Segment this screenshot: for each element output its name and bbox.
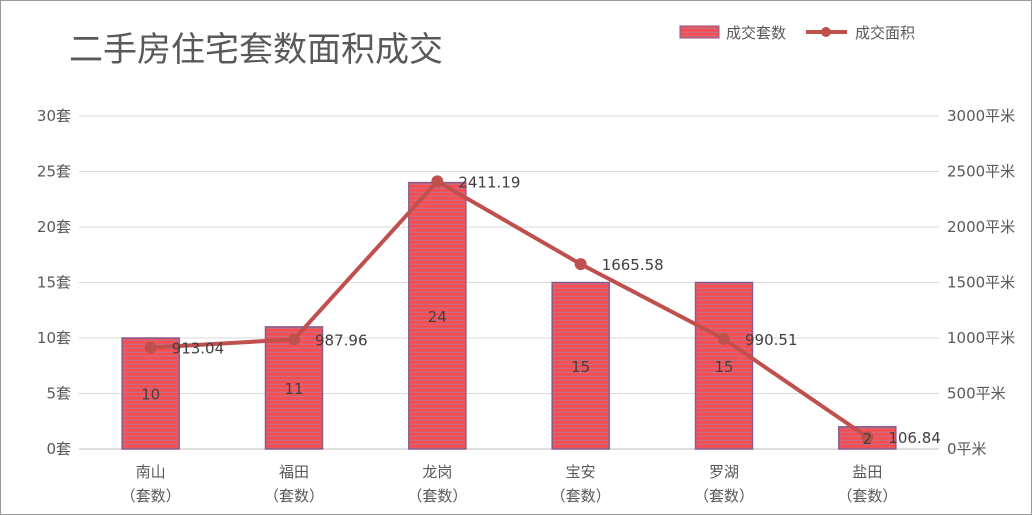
bar-value-label: 15 [571, 358, 590, 376]
y-left-tick-label: 5套 [46, 385, 71, 403]
x-tick-label-line: 南山 [136, 463, 166, 481]
bar [551, 281, 610, 450]
bar [694, 281, 754, 450]
x-tick-label-line: （套数） [121, 487, 181, 505]
line-marker [431, 175, 444, 188]
legend-swatch-bar [679, 25, 720, 39]
bar-value-label: 24 [428, 308, 447, 326]
line-series [144, 175, 874, 444]
bar [264, 326, 324, 450]
legend-swatch-marker [821, 27, 831, 37]
line-value-label: 106.84 [888, 429, 941, 447]
y-right-tick-label: 0平米 [947, 440, 987, 458]
bar [121, 337, 180, 450]
y-left-tick-label: 20套 [37, 218, 71, 236]
line-marker [718, 333, 730, 346]
line-value-label: 990.51 [745, 331, 798, 349]
y-right-tick-label: 1000平米 [947, 329, 1015, 347]
x-tick-label-line: 罗湖 [709, 463, 739, 481]
line-marker [574, 258, 587, 271]
axes: 0套 5套 10套 15套 20套 25套 30套 0平米 500平米 1000平米 1500平米 2… [37, 107, 1015, 505]
x-tick-label: 龙岗 （套数） [407, 463, 467, 505]
y-left-tick-label: 15套 [37, 274, 71, 292]
y-right-tick-label: 3000平米 [947, 107, 1015, 125]
y-left-tick-label: 25套 [37, 163, 71, 181]
x-tick-label-line: 龙岗 [422, 463, 452, 481]
x-tick-label: 盐田 （套数） [837, 463, 897, 505]
line-marker [144, 341, 157, 354]
chart-title: 二手房住宅套数面积成交 [69, 30, 443, 70]
x-tick-label-line: （套数） [694, 487, 754, 505]
bar-value-label: 2 [863, 430, 873, 448]
x-tick-label-line: （套数） [407, 487, 467, 505]
x-tick-label-line: （套数） [837, 487, 897, 505]
bar-series [121, 181, 897, 450]
bar [408, 181, 467, 450]
bar-value-label: 11 [284, 380, 303, 398]
line-value-label: 1665.58 [602, 256, 664, 274]
x-tick-label: 罗湖 （套数） [694, 463, 754, 505]
y-right-tick-label: 500平米 [947, 385, 1006, 403]
y-left-tick-label: 0套 [46, 440, 71, 458]
legend-label-line: 成交面积 [855, 24, 915, 42]
x-tick-label-line: （套数） [551, 487, 611, 505]
line-value-label: 987.96 [315, 331, 368, 349]
line-path [150, 179, 869, 439]
x-tick-label: 南山 （套数） [121, 463, 181, 505]
x-tick-label-line: （套数） [264, 487, 324, 505]
bar-value-label: 15 [714, 358, 733, 376]
line-marker [861, 431, 874, 444]
line-value-label: 2411.19 [458, 173, 520, 191]
gridlines [79, 115, 939, 394]
line-value-label: 913.04 [172, 340, 225, 358]
y-right-tick-label: 2500平米 [947, 163, 1015, 181]
y-left-tick-label: 30套 [37, 107, 71, 125]
y-right-tick-label: 2000平米 [947, 218, 1015, 236]
bar-value-label: 10 [141, 386, 160, 404]
y-left-tick-label: 10套 [37, 329, 71, 347]
x-tick-label-line: 盐田 [852, 463, 882, 481]
legend-label-bar: 成交套数 [726, 24, 786, 42]
x-tick-label: 宝安 （套数） [551, 463, 611, 505]
y-right-tick-label: 1500平米 [947, 274, 1015, 292]
legend: 成交套数 成交面积 [679, 24, 915, 42]
x-tick-label-line: 宝安 [566, 463, 596, 481]
data-labels: 10 11 24 15 15 2 913.04 987.96 2411.19 1665.58 990… [141, 173, 941, 448]
x-tick-label-line: 福田 [279, 463, 309, 481]
line-marker [288, 333, 300, 346]
x-tick-label: 福田 （套数） [264, 463, 324, 505]
